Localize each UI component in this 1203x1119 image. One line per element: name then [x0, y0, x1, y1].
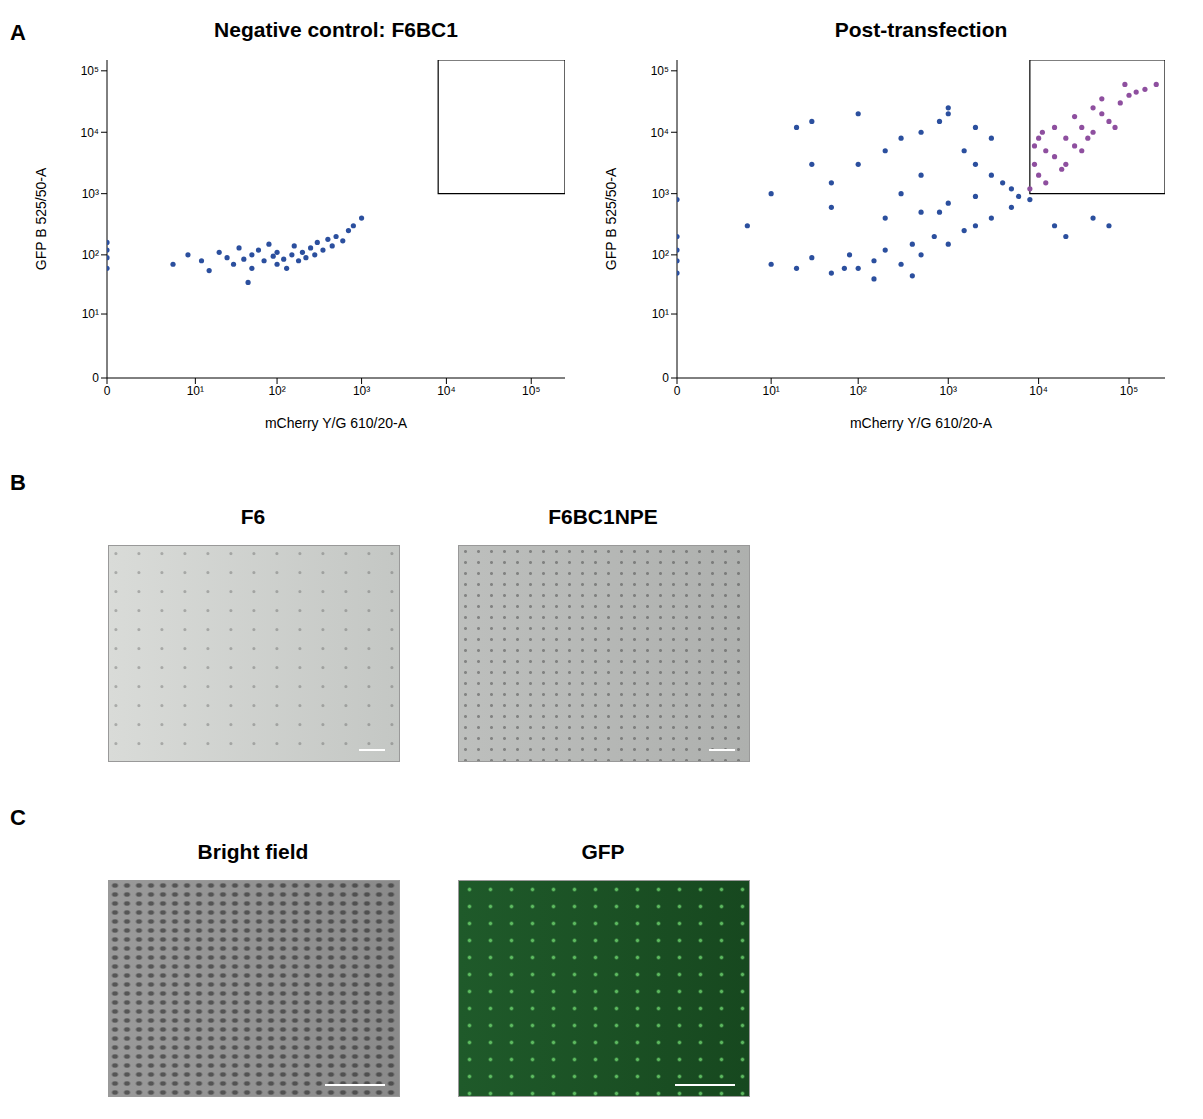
- html-text:A: A: [10, 20, 26, 45]
- svg-text:10¹: 10¹: [652, 307, 669, 321]
- html-text:Bright field: Bright field: [197, 840, 309, 863]
- svg-text:10³: 10³: [940, 384, 957, 398]
- html-text:Post-transfection: Post-transfection: [834, 18, 1008, 41]
- svg-text:10²: 10²: [652, 248, 669, 262]
- svg-text:mCherry Y/G 610/20-A: mCherry Y/G 610/20-A: [850, 415, 993, 431]
- svg-text:10⁵: 10⁵: [1120, 384, 1138, 398]
- svg-text:GFP B 525/50-A: GFP B 525/50-A: [603, 167, 619, 270]
- svg-text:10³: 10³: [82, 187, 99, 201]
- svg-text:10²: 10²: [268, 384, 285, 398]
- svg-text:10¹: 10¹: [82, 307, 99, 321]
- svg-text:10⁴: 10⁴: [1029, 384, 1048, 398]
- svg-text:10²: 10²: [850, 384, 867, 398]
- svg-text:GFP B 525/50-A: GFP B 525/50-A: [33, 167, 49, 270]
- svg-text:10⁵: 10⁵: [651, 64, 669, 78]
- html-text:F6BC1NPE: F6BC1NPE: [548, 505, 658, 528]
- html-text:F6: F6: [240, 505, 266, 528]
- svg-text:0: 0: [674, 384, 681, 398]
- html-text:Negative control: F6BC1: Negative control: F6BC1: [214, 18, 458, 41]
- html-text:B: B: [10, 470, 26, 495]
- svg-text:10⁴: 10⁴: [437, 384, 456, 398]
- svg-text:10⁴: 10⁴: [80, 126, 99, 140]
- svg-text:0: 0: [104, 384, 111, 398]
- svg-text:10¹: 10¹: [762, 384, 779, 398]
- svg-text:10²: 10²: [82, 248, 99, 262]
- svg-text:10³: 10³: [652, 187, 669, 201]
- svg-text:mCherry Y/G 610/20-A: mCherry Y/G 610/20-A: [265, 415, 408, 431]
- svg-text:10⁵: 10⁵: [81, 64, 99, 78]
- html-text:C: C: [10, 805, 26, 830]
- svg-text:10³: 10³: [353, 384, 370, 398]
- svg-text:0: 0: [662, 371, 669, 385]
- svg-text:0: 0: [92, 371, 99, 385]
- html-text:GFP: GFP: [581, 840, 625, 863]
- svg-text:10⁴: 10⁴: [650, 126, 669, 140]
- svg-text:10¹: 10¹: [187, 384, 204, 398]
- svg-text:10⁵: 10⁵: [522, 384, 540, 398]
